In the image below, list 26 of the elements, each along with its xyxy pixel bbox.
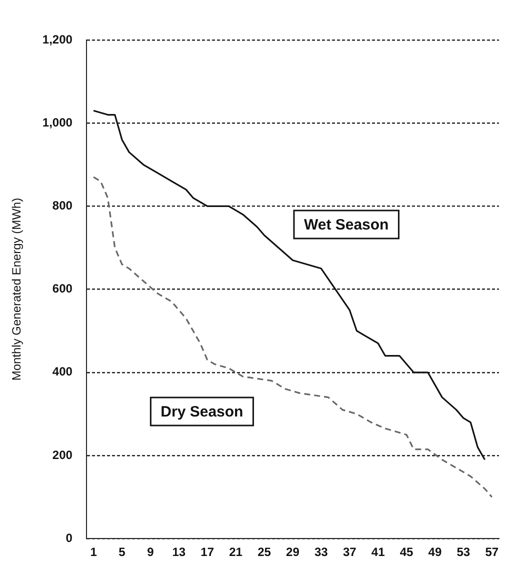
x-tick-label: 21 [229,545,243,560]
x-tick-label: 37 [342,545,357,560]
x-tick-label: 49 [428,545,442,560]
x-tick-label: 29 [286,545,300,560]
y-tick-label: 600 [52,282,73,296]
y-tick-label: 1,200 [42,32,73,46]
x-tick-label: 9 [147,545,154,560]
y-tick-label: 1,000 [42,115,73,130]
y-tick-label: 200 [52,448,73,462]
x-tick-label: 57 [485,545,499,560]
series-label: Wet Season [304,216,389,234]
x-tick-label: 17 [200,545,214,560]
x-tick-label: 53 [456,545,470,560]
x-tick-label: 13 [172,545,186,560]
x-tick-label: 33 [314,545,328,560]
y-axis-title: Monthly Generated Energy (MWh) [10,198,24,381]
y-tick-label: 800 [52,198,73,213]
x-tick-label: 25 [258,545,272,560]
x-tick-label: 1 [90,545,98,560]
series-label: Dry Season [160,404,244,421]
x-tick-label: 45 [400,545,414,560]
x-tick-label: 5 [118,545,126,560]
y-tick-label: 400 [52,364,73,379]
y-tick-label: 0 [66,530,73,545]
line-series [92,176,493,498]
x-tick-label: 41 [371,545,386,560]
